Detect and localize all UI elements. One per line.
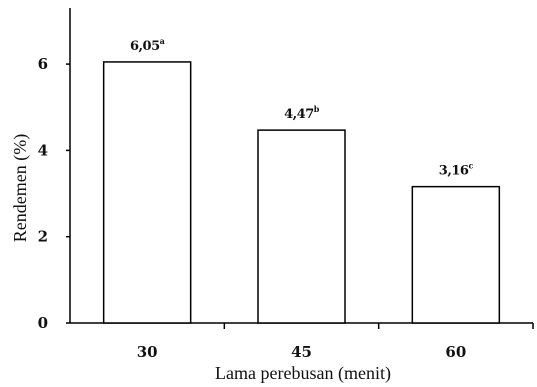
y-axis-title: Rendemen (%) (10, 134, 31, 242)
bar (257, 129, 346, 324)
labels: 30 6,05a 45 4,47b 60 3,16c (130, 36, 474, 361)
data-label: 6,05a (130, 36, 165, 54)
x-tick-label: 45 (291, 343, 312, 361)
x-axis-title: Lama perebusan (menit) (215, 363, 391, 384)
bar (102, 61, 192, 324)
bars (102, 61, 501, 324)
y-tick-label: 4 (38, 141, 48, 159)
x-tick-label: 30 (137, 343, 158, 361)
data-label: 4,47b (284, 104, 320, 122)
y-tick-label: 0 (38, 314, 48, 332)
data-label: 3,16c (439, 161, 474, 179)
bar (411, 185, 501, 324)
y-tick-label: 6 (38, 55, 48, 73)
x-tick-label: 60 (445, 343, 466, 361)
y-tick-label: 2 (38, 228, 48, 246)
